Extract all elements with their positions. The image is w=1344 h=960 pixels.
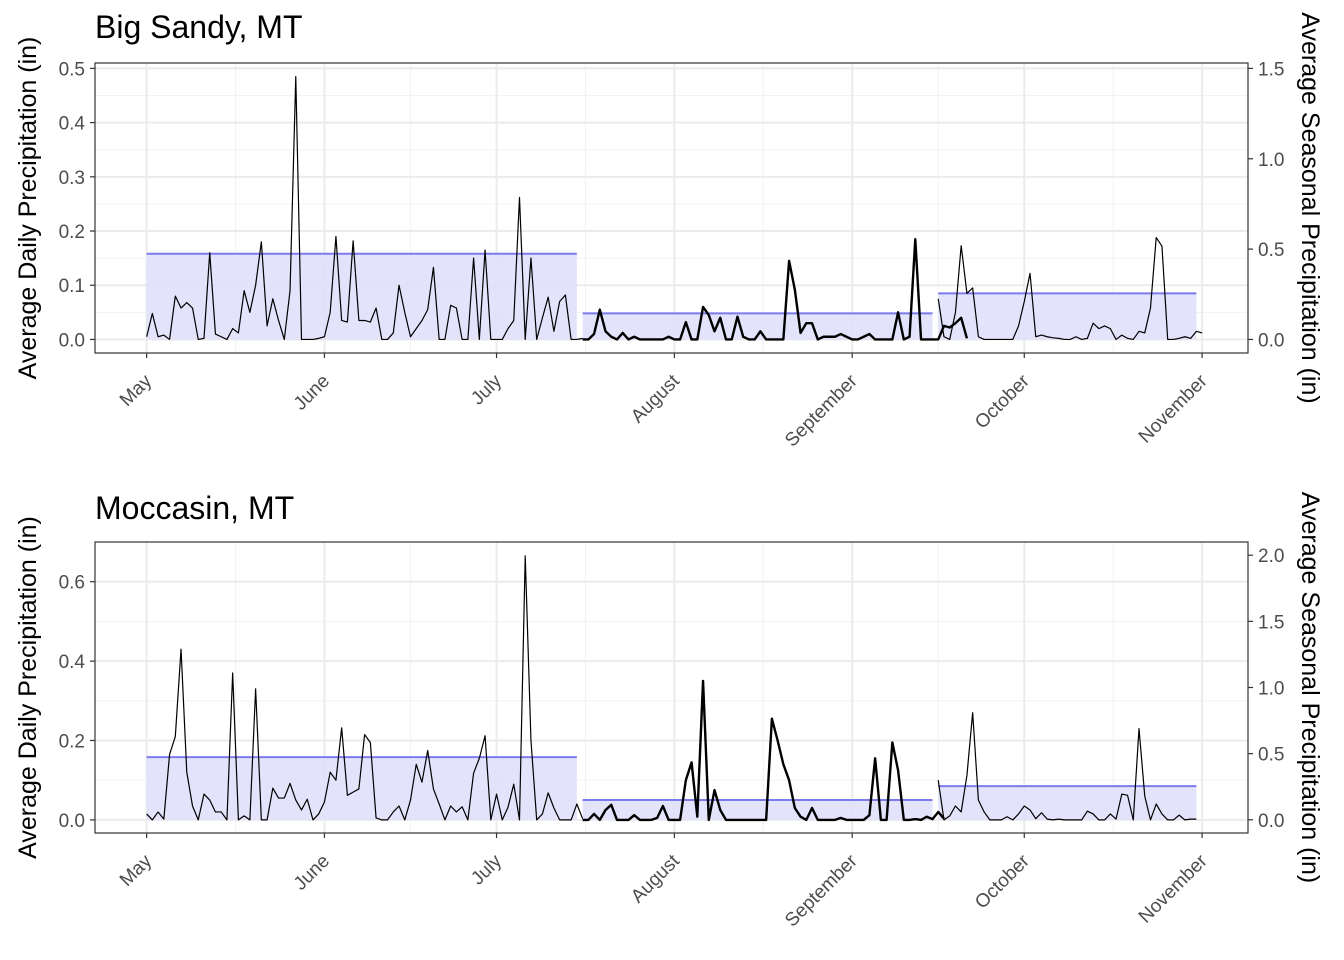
x-tick-label: November (1135, 370, 1212, 447)
y-tick-label: 0.2 (59, 731, 85, 752)
season-band-0 (146, 253, 577, 340)
season-band-2 (938, 293, 1197, 340)
daily-precip-line-1 (582, 237, 969, 341)
panel-1: Moccasin, MT 0.0 0.2 0.4 0.6 0.0 0.5 1.0 1.5 2.0 M… (14, 490, 1324, 931)
y-tick-label: 0.4 (59, 114, 86, 135)
x-tick-label: May (116, 370, 157, 411)
x-tick-label: July (467, 370, 506, 409)
x-tick-label: August (627, 850, 684, 907)
season-band-0 (146, 757, 577, 820)
panel-border (94, 62, 1249, 354)
x-tick-label: June (290, 371, 334, 415)
y2-tick-label: 1.5 (1258, 612, 1284, 633)
y2-tick-label: 0.5 (1258, 745, 1284, 766)
x-tick-label: October (971, 370, 1034, 433)
y-tick-label: 0.0 (59, 330, 85, 351)
y-axis-title: Average Daily Precipitation (in) (14, 37, 42, 380)
daily-precip-line-2 (937, 236, 1203, 341)
panel-0: Big Sandy, MT 0.0 0.1 0.2 0.3 0.4 0.5 0.0 0.5 1.0… (14, 9, 1324, 451)
x-tick-label: November (1135, 850, 1212, 927)
y-tick-label: 0.2 (59, 222, 85, 243)
y-tick-label: 0.0 (59, 811, 85, 832)
y-tick-label: 0.6 (59, 573, 85, 594)
season-band-1 (582, 800, 933, 820)
daily-precip-line-0 (146, 555, 584, 821)
x-tick-label: June (290, 851, 334, 895)
y2-tick-label: 0.0 (1258, 330, 1284, 351)
y2-tick-label: 2.0 (1258, 546, 1284, 567)
x-tick-label: September (781, 370, 862, 451)
x-tick-label: July (467, 850, 506, 889)
y-axis-title: Average Daily Precipitation (in) (14, 516, 42, 859)
season-band-2 (938, 786, 1197, 820)
y2-tick-label: 0.5 (1258, 240, 1284, 261)
x-tick-label: September (781, 850, 862, 931)
y-tick-label: 0.3 (59, 168, 85, 189)
y2-tick-label: 1.0 (1258, 679, 1284, 700)
y2-axis-title: Average Seasonal Precipitation (in) (1296, 12, 1324, 403)
chart-title: Moccasin, MT (95, 490, 294, 526)
x-tick-label: May (116, 850, 157, 891)
chart-title: Big Sandy, MT (95, 9, 302, 45)
x-tick-label: August (627, 370, 684, 427)
x-tick-label: October (971, 850, 1034, 913)
y-tick-label: 0.5 (59, 59, 85, 80)
daily-precip-line-2 (937, 712, 1197, 821)
y-tick-label: 0.4 (59, 652, 86, 673)
daily-precip-line-1 (582, 679, 945, 822)
y2-tick-label: 1.0 (1258, 150, 1284, 171)
y2-tick-label: 1.5 (1258, 59, 1284, 80)
y2-axis-title: Average Seasonal Precipitation (in) (1296, 492, 1324, 883)
y-tick-label: 0.1 (59, 276, 85, 297)
daily-precip-line-0 (146, 75, 583, 341)
y2-tick-label: 0.0 (1258, 811, 1284, 832)
